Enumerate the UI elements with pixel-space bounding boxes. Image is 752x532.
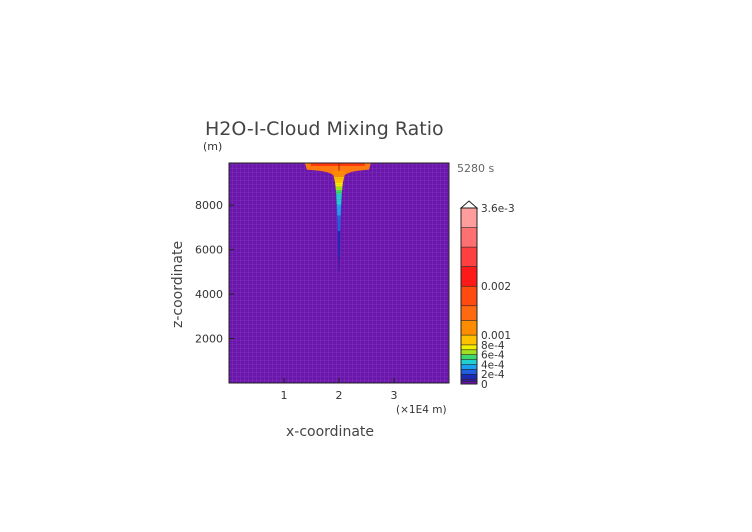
plume-column-band bbox=[338, 249, 340, 254]
colorbar-label: 0.001 bbox=[481, 330, 511, 342]
plume-column-band bbox=[337, 238, 341, 243]
colorbar-band bbox=[461, 247, 477, 267]
colorbar-extend-arrow bbox=[459, 200, 479, 209]
plume-column-band bbox=[338, 273, 340, 275]
plume-column-band bbox=[334, 178, 344, 181]
colorbar-label: 0 bbox=[481, 379, 488, 391]
plume-column-band bbox=[335, 183, 343, 185]
colorbar-band bbox=[461, 335, 477, 345]
plume-column-band bbox=[336, 196, 342, 200]
plume-column-band bbox=[338, 264, 340, 269]
colorbar-band bbox=[461, 364, 477, 370]
colorbar-label: 3.6e-3 bbox=[481, 203, 515, 215]
plume-column-band bbox=[338, 257, 340, 261]
x-tick-label: 3 bbox=[391, 389, 398, 402]
plume-column-band bbox=[337, 242, 341, 246]
plume-column-band bbox=[337, 231, 341, 235]
plume-column-band bbox=[335, 190, 343, 193]
plume-column-band bbox=[336, 194, 342, 197]
plume-anvil-top bbox=[310, 163, 365, 166]
colorbar-band bbox=[461, 381, 477, 384]
time-label: 5280 s bbox=[457, 162, 494, 175]
colorbar-band bbox=[461, 374, 477, 380]
plume-layer bbox=[304, 163, 371, 279]
plume-column-band bbox=[337, 224, 341, 228]
plume-column-band bbox=[338, 260, 340, 265]
colorbar-label: 8e-4 bbox=[481, 340, 505, 352]
colorbar-band bbox=[461, 286, 477, 306]
colorbar-band bbox=[461, 354, 477, 360]
plume-column-band bbox=[337, 245, 341, 250]
y-tick-label: 8000 bbox=[195, 199, 223, 212]
colorbar-band bbox=[461, 305, 477, 321]
plume-column-band bbox=[335, 186, 343, 189]
chart-title: H2O-I-Cloud Mixing Ratio bbox=[205, 118, 444, 140]
colorbar-label: 2e-4 bbox=[481, 369, 505, 381]
colorbar-label: 6e-4 bbox=[481, 350, 505, 362]
colorbar-band bbox=[461, 369, 477, 375]
plume-column-band bbox=[337, 221, 341, 225]
plume-column-band bbox=[335, 188, 343, 191]
y-tick-label: 6000 bbox=[195, 244, 223, 257]
y-tick-label: 4000 bbox=[195, 288, 223, 301]
colorbar-band bbox=[461, 227, 477, 248]
plume-column-band bbox=[338, 271, 340, 273]
x-axis-ticks: 1 2 3 bbox=[281, 378, 398, 402]
colorbar-band bbox=[461, 344, 477, 350]
plume-column-band bbox=[338, 268, 340, 272]
x-unit-label: (×1E4 m) bbox=[396, 404, 447, 416]
plume-column-band bbox=[332, 170, 346, 173]
plume-column-band bbox=[337, 209, 341, 213]
plume-column-band bbox=[337, 215, 341, 219]
plume-column-band bbox=[337, 218, 341, 222]
plume-column-band bbox=[332, 172, 346, 175]
colorbar-band bbox=[461, 349, 477, 355]
colorbar-label: 0.002 bbox=[481, 281, 511, 293]
colorbar-band bbox=[461, 266, 477, 287]
plume-column-band bbox=[336, 204, 342, 208]
plume-column-band bbox=[333, 176, 345, 179]
y-tick-label: 2000 bbox=[195, 333, 223, 346]
plume-column-band bbox=[338, 253, 340, 258]
plot-area bbox=[228, 162, 450, 384]
colorbar-band bbox=[461, 359, 477, 365]
y-unit-label: (m) bbox=[203, 140, 222, 153]
y-axis-ticks: 2000 4000 6000 8000 bbox=[195, 199, 234, 346]
colorbar-band bbox=[461, 208, 477, 228]
y-axis-label: z-coordinate bbox=[170, 241, 186, 328]
plume-column-band bbox=[334, 180, 344, 183]
x-axis-label: x-coordinate bbox=[286, 424, 374, 440]
colorbar-band bbox=[461, 320, 477, 336]
plume-column-band bbox=[338, 274, 340, 276]
plume-column-band bbox=[336, 207, 342, 210]
colorbar-label: 4e-4 bbox=[481, 359, 505, 371]
colorbar bbox=[459, 200, 479, 385]
plume-column-band bbox=[337, 234, 341, 239]
plume-column-band bbox=[337, 227, 341, 232]
x-tick-label: 1 bbox=[281, 389, 288, 402]
plume-column-band bbox=[333, 174, 345, 177]
plume-column-band bbox=[335, 184, 343, 187]
colorbar-band bbox=[461, 379, 477, 382]
x-tick-label: 2 bbox=[336, 389, 343, 402]
plume-column-band bbox=[336, 199, 342, 202]
plume-column-band bbox=[336, 192, 342, 195]
plume-column-band bbox=[337, 212, 341, 216]
plume-column-band bbox=[336, 201, 342, 205]
